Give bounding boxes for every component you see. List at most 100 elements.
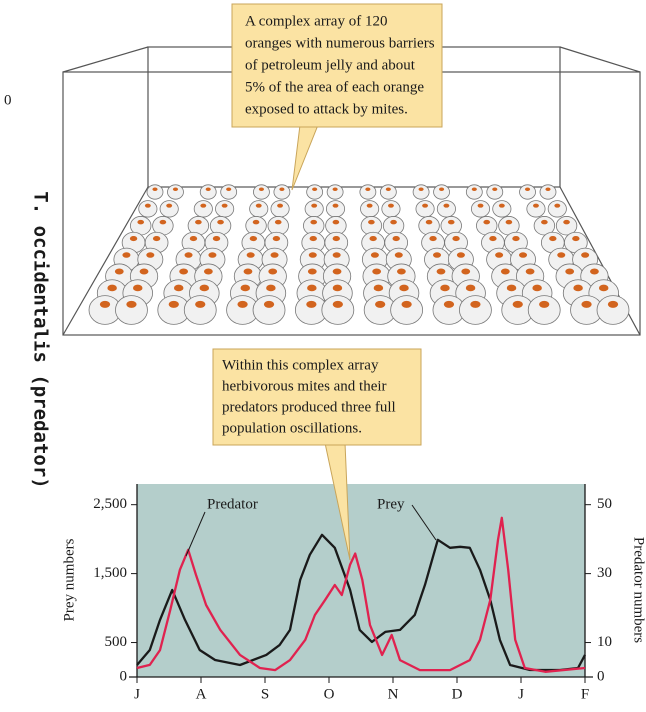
orange bbox=[382, 201, 400, 217]
orange-spot bbox=[563, 220, 570, 225]
orange-spot bbox=[367, 204, 373, 208]
orange-spot bbox=[452, 236, 459, 241]
box-edge bbox=[63, 47, 148, 72]
orange-spot bbox=[390, 220, 397, 225]
orange-spot bbox=[256, 204, 262, 208]
orange-spot bbox=[472, 187, 477, 191]
orange-spot bbox=[470, 301, 480, 308]
orange bbox=[147, 185, 163, 199]
orange-spot bbox=[137, 220, 144, 225]
orange-spot bbox=[545, 187, 550, 191]
orange-spot bbox=[333, 187, 338, 191]
orange-array bbox=[89, 185, 629, 325]
orange-spot bbox=[140, 268, 149, 274]
x-tick-label: S bbox=[261, 686, 269, 702]
series-label: Prey bbox=[377, 496, 405, 512]
orange-spot bbox=[492, 187, 497, 191]
orange-spot bbox=[275, 220, 282, 225]
orange-spot bbox=[429, 236, 436, 241]
orange bbox=[416, 201, 434, 217]
callout-line: A complex array of 120 bbox=[245, 13, 387, 29]
orange-spot bbox=[166, 204, 172, 208]
orange bbox=[597, 296, 629, 325]
orange-spot bbox=[375, 301, 385, 308]
orange bbox=[160, 201, 178, 217]
orange-spot bbox=[333, 268, 342, 274]
orange-spot bbox=[190, 236, 197, 241]
orange-spot bbox=[444, 301, 454, 308]
y2-tick-label: 30 bbox=[597, 565, 612, 581]
box-edge bbox=[560, 47, 640, 72]
orange-spot bbox=[393, 236, 400, 241]
orange-spot bbox=[115, 268, 124, 274]
orange-spot bbox=[419, 187, 424, 191]
x-tick-label: D bbox=[452, 686, 463, 702]
orange-spot bbox=[253, 220, 260, 225]
orange-spot bbox=[195, 220, 202, 225]
page: 0 T. occidentalis (predator) A complex a… bbox=[0, 0, 646, 712]
orange-spot bbox=[311, 204, 317, 208]
orange-spot bbox=[525, 187, 530, 191]
orange-spot bbox=[264, 301, 274, 308]
orange-spot bbox=[307, 285, 317, 292]
orange bbox=[419, 216, 440, 235]
orange-spot bbox=[206, 187, 211, 191]
x-tick-label: O bbox=[324, 686, 335, 702]
orange-spot bbox=[333, 204, 339, 208]
orange-spot bbox=[374, 285, 384, 292]
corner-text: 0 bbox=[4, 92, 12, 108]
orange-spot bbox=[308, 268, 317, 274]
orange-spot bbox=[437, 268, 446, 274]
orange bbox=[253, 296, 285, 325]
y-axis-label: Prey numbers bbox=[61, 538, 77, 621]
orange-spot bbox=[365, 187, 370, 191]
orange bbox=[184, 296, 216, 325]
orange-spot bbox=[107, 285, 117, 292]
orange bbox=[115, 296, 147, 325]
orange-spot bbox=[217, 220, 224, 225]
orange bbox=[493, 201, 511, 217]
orange-spot bbox=[174, 285, 184, 292]
orange-spot bbox=[247, 252, 255, 258]
orange-spot bbox=[532, 285, 542, 292]
callout-line: predators produced three full bbox=[222, 399, 396, 415]
series-label: Predator bbox=[207, 496, 258, 512]
callout-line: 5% of the area of each orange bbox=[245, 79, 424, 95]
y2-tick-label: 0 bbox=[597, 668, 605, 684]
orange bbox=[250, 201, 268, 217]
orange bbox=[487, 185, 503, 199]
orange bbox=[271, 201, 289, 217]
orange-spot bbox=[371, 252, 379, 258]
orange-spot bbox=[395, 252, 403, 258]
callout-pointer bbox=[292, 125, 318, 190]
orange-spot bbox=[519, 252, 527, 258]
orange-spot bbox=[250, 236, 257, 241]
orange-spot bbox=[226, 187, 231, 191]
orange-spot bbox=[533, 204, 539, 208]
orange-spot bbox=[333, 301, 343, 308]
orange bbox=[200, 185, 216, 199]
orange bbox=[305, 201, 323, 217]
orange-spot bbox=[368, 220, 375, 225]
orange-spot bbox=[478, 204, 484, 208]
orange-spot bbox=[266, 285, 276, 292]
orange-spot bbox=[237, 301, 247, 308]
orange-spot bbox=[501, 268, 510, 274]
orange-spot bbox=[565, 268, 574, 274]
orange-spot bbox=[489, 236, 496, 241]
orange-spot bbox=[179, 268, 188, 274]
orange-spot bbox=[539, 301, 549, 308]
orange-spot bbox=[200, 285, 210, 292]
orange-spot bbox=[608, 301, 618, 308]
orange-spot bbox=[495, 252, 503, 258]
orange-spot bbox=[222, 204, 228, 208]
orange bbox=[413, 185, 429, 199]
orange-spot bbox=[306, 301, 316, 308]
orange-spot bbox=[268, 268, 277, 274]
orange-spot bbox=[513, 301, 523, 308]
orange-spot bbox=[333, 285, 343, 292]
orange bbox=[391, 296, 423, 325]
orange-spot bbox=[146, 252, 154, 258]
orange-spot bbox=[200, 204, 206, 208]
orange bbox=[215, 201, 233, 217]
